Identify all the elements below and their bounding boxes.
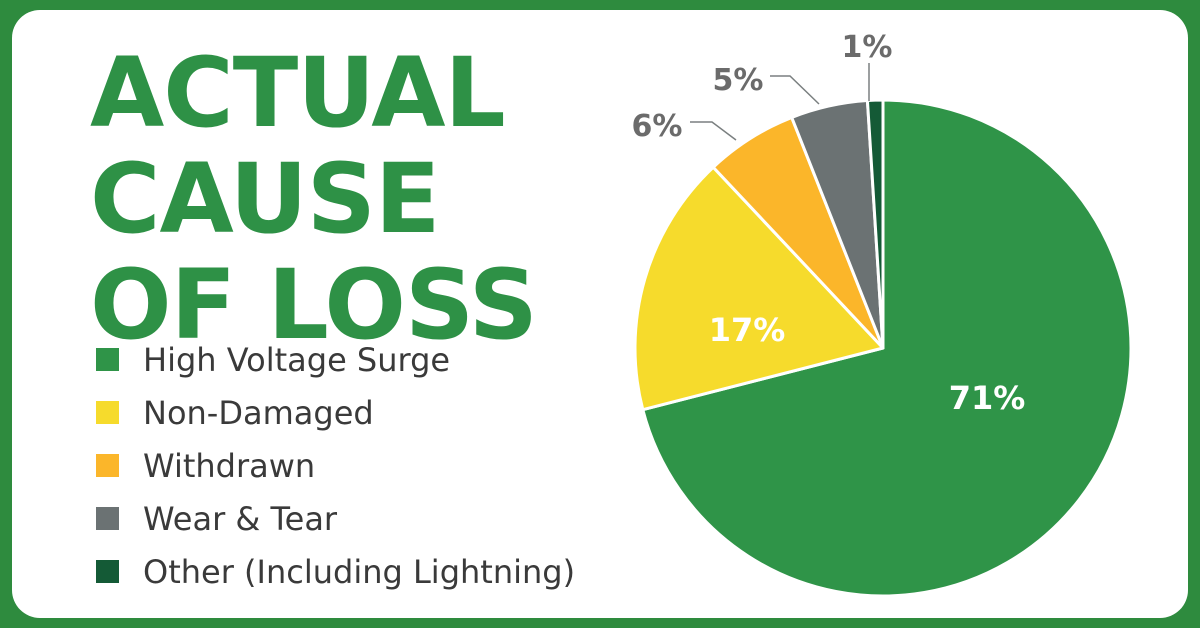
- legend-label: Non-Damaged: [143, 393, 374, 432]
- pie-slice-high-voltage-surge: [641, 98, 1133, 598]
- legend-item-non-damaged: Non-Damaged: [96, 386, 575, 439]
- title-line-2: CAUSE: [90, 143, 440, 255]
- legend-item-other: Other (Including Lightning): [96, 545, 575, 598]
- legend-swatch: [96, 507, 119, 530]
- legend-label: Wear & Tear: [143, 499, 338, 538]
- legend-swatch: [96, 348, 119, 371]
- title-line-1: ACTUAL: [90, 37, 506, 149]
- legend-swatch: [96, 401, 119, 424]
- legend-swatch: [96, 454, 119, 477]
- legend-label: Withdrawn: [143, 446, 316, 485]
- legend-swatch: [96, 560, 119, 583]
- data-label-other-including-lightning: 1%: [842, 30, 893, 65]
- legend-item-high-voltage-surge: High Voltage Surge: [96, 333, 575, 386]
- legend-item-withdrawn: Withdrawn: [96, 439, 575, 492]
- data-label-withdrawn: 6%: [632, 109, 683, 144]
- leader-line-wear-tear: [770, 75, 820, 105]
- legend: High Voltage Surge Non-Damaged Withdrawn…: [96, 333, 575, 598]
- page-title: ACTUAL CAUSE OF LOSS: [90, 37, 538, 361]
- pie-slice-non-damaged: [633, 165, 885, 412]
- legend-item-wear-and-tear: Wear & Tear: [96, 492, 575, 545]
- data-label-non-damaged: 17%: [709, 311, 786, 349]
- legend-label: High Voltage Surge: [143, 340, 451, 379]
- title-line-3: OF LOSS: [90, 249, 538, 361]
- legend-label: Other (Including Lightning): [143, 552, 576, 591]
- leader-line-withdrawn: [690, 121, 737, 141]
- data-label-high-voltage-surge: 71%: [949, 379, 1026, 417]
- data-label-wear-tear: 5%: [713, 63, 764, 98]
- pie-slice-other-including-lightning: [865, 98, 885, 350]
